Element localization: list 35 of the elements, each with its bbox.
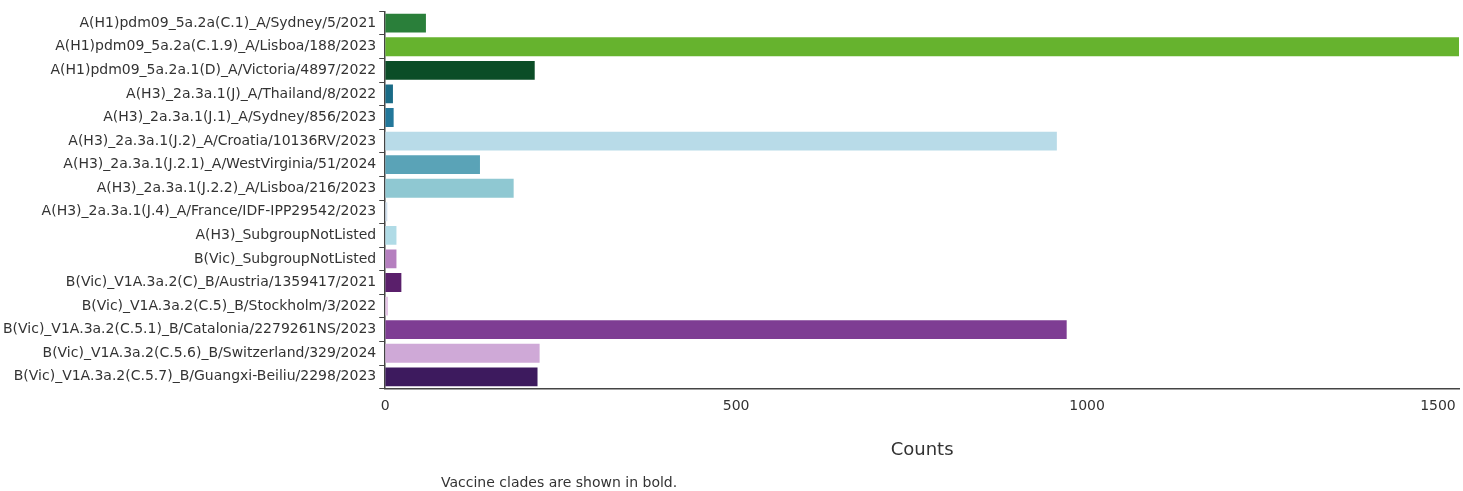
bar <box>385 178 514 198</box>
y-tick-label: A(H3)_2a.3a.1(J.1)_A/Sydney/856/2023 <box>103 108 377 125</box>
y-tick-label: A(H3)_2a.3a.1(J)_A/Thailand/8/2022 <box>126 84 377 101</box>
bar <box>385 225 397 245</box>
bar <box>385 60 535 80</box>
y-tick-label: A(H3)_2a.3a.1(J.2)_A/Croatia/10136RV/2023 <box>68 131 377 148</box>
y-tick-label: A(H3)_2a.3a.1(J.4)_A/France/IDF-IPP29542/2023 <box>41 202 377 219</box>
x-tick-label: 1500 <box>1420 396 1456 413</box>
bar <box>385 320 1067 340</box>
y-tick-label: A(H1)pdm09_5a.2a(C.1)_A/Sydney/5/2021 <box>79 13 377 30</box>
y-tick-label: A(H3)_SubgroupNotListed <box>195 226 377 242</box>
bar <box>385 343 540 363</box>
x-tick-label: 500 <box>722 396 750 413</box>
y-tick-label: A(H1)pdm09_5a.2a.1(D)_A/Victoria/4897/2022 <box>50 60 377 77</box>
text: Vaccine clades are shown in bold. <box>441 474 678 490</box>
y-tick-label: B(Vic)_V1A.3a.2(C)_B/Austria/1359417/2021 <box>65 273 377 290</box>
y-tick-label: A(H3)_2a.3a.1(J.2.1)_A/WestVirginia/51/2024 <box>63 155 377 172</box>
bar <box>385 108 394 127</box>
y-tick-label: A(H1)pdm09_5a.2a(C.1.9)_A/Lisboa/188/2023 <box>55 37 377 54</box>
bar <box>385 84 393 104</box>
bar <box>385 367 538 387</box>
bar <box>385 273 402 292</box>
x-tick-label: 0 <box>380 396 390 413</box>
bar <box>385 37 1459 57</box>
y-tick-label: A(H3)_2a.3a.1(J.2.2)_A/Lisboa/216/2023 <box>96 178 377 195</box>
x-tick-label: 1000 <box>1069 396 1105 413</box>
bar <box>385 131 1057 151</box>
y-tick-label: B(Vic)_SubgroupNotListed <box>194 249 377 266</box>
bar <box>385 155 480 175</box>
bar <box>385 13 426 33</box>
x-axis-title: Counts <box>890 437 954 459</box>
y-tick-label: B(Vic)_V1A.3a.2(C.5.7)_B/Guangxi-Beiliu/2298/2023 <box>13 367 377 384</box>
y-tick-label: B(Vic)_V1A.3a.2(C.5.6)_B/Switzerland/329/2024 <box>42 343 377 360</box>
y-tick-label: B(Vic)_V1A.3a.2(C.5)_B/Stockholm/3/2022 <box>81 296 377 313</box>
y-tick-label: B(Vic)_V1A.3a.2(C.5.1)_B/Catalonia/2279261NS/2023 <box>2 320 377 337</box>
